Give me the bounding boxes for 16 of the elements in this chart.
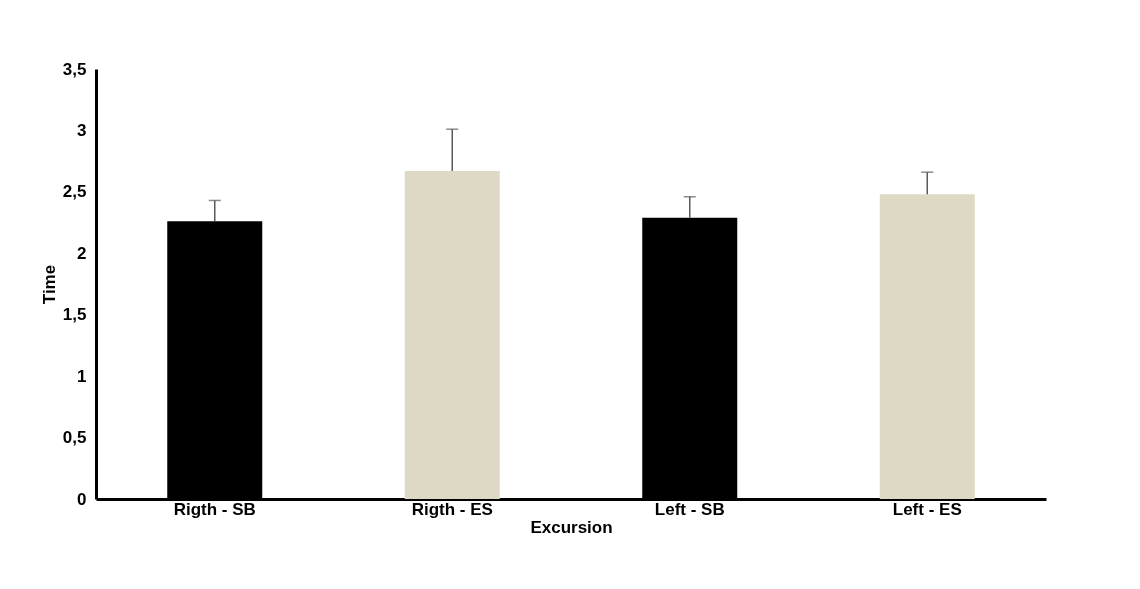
y-tick-label: 2: [77, 243, 87, 263]
y-tick-label: 3: [77, 120, 87, 140]
y-tick-label: 1: [77, 366, 87, 386]
y-axis-title: Time: [39, 264, 59, 305]
y-tick-label: 0,5: [62, 428, 87, 448]
y-tick-label: 0: [77, 489, 87, 509]
y-tick-label: 3,5: [62, 59, 87, 79]
bar: [404, 170, 500, 499]
y-tick-label: 2,5: [62, 182, 87, 202]
bar: [879, 194, 975, 499]
x-tick-label: Left - ES: [892, 499, 962, 519]
y-tick-label: 1,5: [62, 305, 87, 325]
x-axis-title: Excursion: [530, 517, 613, 537]
x-tick-label: Left - SB: [654, 499, 725, 519]
x-tick-label: Rigth - ES: [411, 499, 493, 519]
x-tick-label: Rigth - SB: [173, 499, 256, 519]
